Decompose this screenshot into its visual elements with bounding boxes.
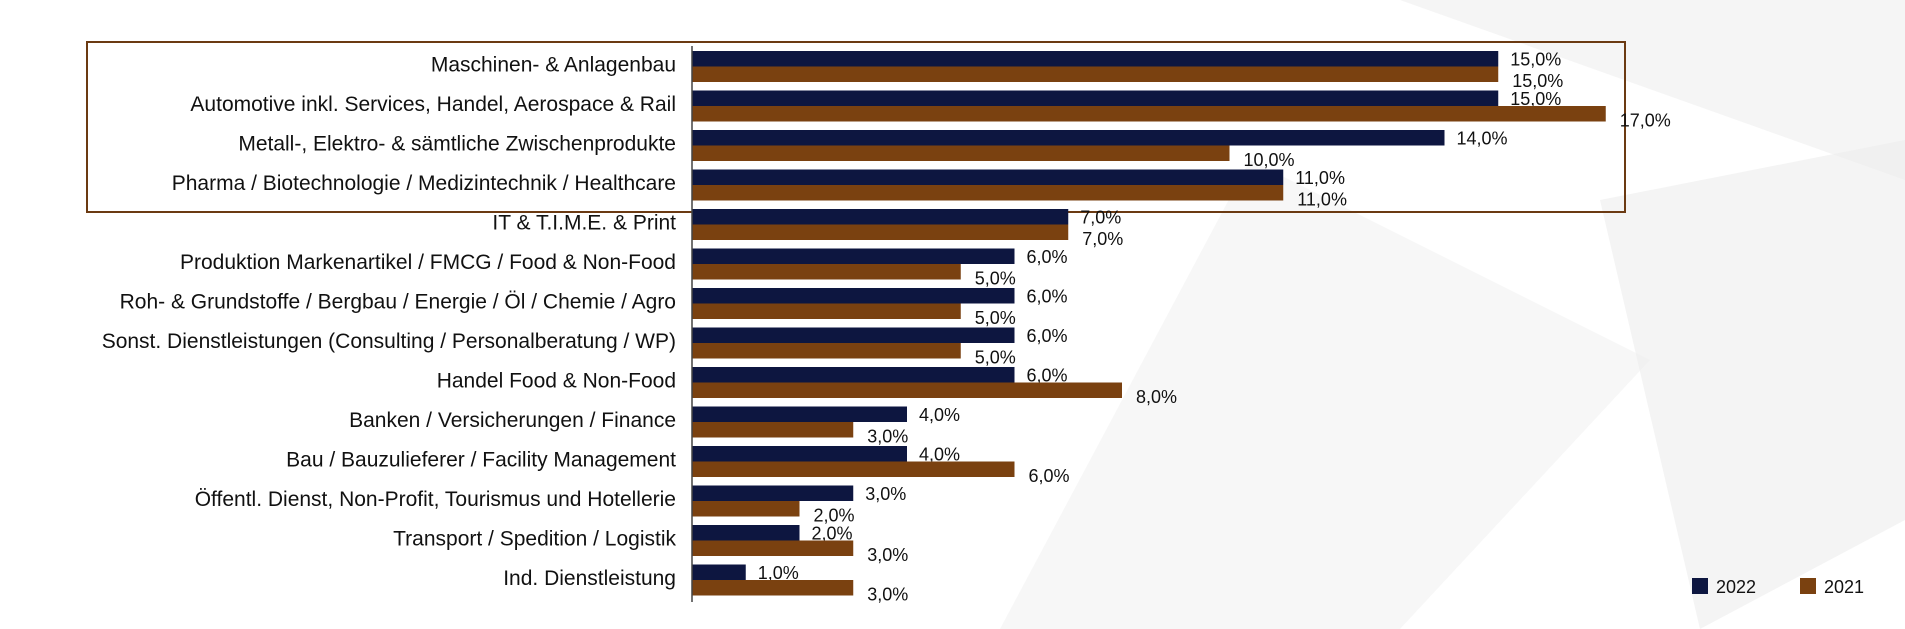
- value-label-2021: 7,0%: [1082, 229, 1123, 249]
- legend-label-2021: 2021: [1824, 577, 1864, 597]
- value-label-2021: 6,0%: [1029, 466, 1070, 486]
- value-label-2022: 1,0%: [758, 563, 799, 583]
- bar-2021: [692, 185, 1284, 201]
- bar-2021: [692, 145, 1230, 161]
- bar-2021: [692, 224, 1069, 240]
- bar-2022: [692, 327, 1015, 343]
- bar-2022: [692, 564, 746, 580]
- category-label: Handel Food & Non-Food: [437, 370, 676, 393]
- category-label: Pharma / Biotechnologie / Medizintechnik…: [172, 172, 676, 195]
- bar-2022: [692, 367, 1015, 383]
- bar-2021: [692, 422, 854, 438]
- category-label: Produktion Markenartikel / FMCG / Food &…: [180, 251, 676, 274]
- category-label: Öffentl. Dienst, Non-Profit, Tourismus u…: [195, 488, 676, 511]
- value-label-2022: 6,0%: [1027, 287, 1068, 307]
- value-label-2021: 2,0%: [814, 506, 855, 526]
- bar-2021: [692, 382, 1122, 398]
- value-label-2022: 11,0%: [1295, 168, 1345, 188]
- category-label: Automotive inkl. Services, Handel, Aeros…: [190, 93, 676, 116]
- value-label-2021: 5,0%: [975, 269, 1016, 289]
- value-label-2022: 4,0%: [919, 405, 960, 425]
- bar-2022: [692, 446, 907, 462]
- value-label-2022: 3,0%: [865, 484, 906, 504]
- bar-2021: [692, 540, 854, 556]
- value-label-2021: 3,0%: [867, 585, 908, 605]
- value-label-2021: 3,0%: [867, 545, 908, 565]
- value-label-2022: 7,0%: [1080, 208, 1121, 228]
- value-label-2022: 6,0%: [1027, 326, 1068, 346]
- legend-swatch-2021: [1800, 578, 1816, 594]
- category-label: Maschinen- & Anlagenbau: [431, 54, 676, 77]
- value-label-2021: 5,0%: [975, 348, 1016, 368]
- bar-2021: [692, 343, 961, 359]
- value-label-2022: 6,0%: [1027, 366, 1068, 386]
- value-label-2021: 11,0%: [1297, 190, 1347, 210]
- legend-swatch-2022: [1692, 578, 1708, 594]
- value-label-2021: 8,0%: [1136, 387, 1177, 407]
- value-label-2021: 15,0%: [1512, 71, 1563, 91]
- category-label: Ind. Dienstleistung: [503, 567, 676, 590]
- legend-label-2022: 2022: [1716, 577, 1756, 597]
- bar-2022: [692, 169, 1284, 185]
- bar-2022: [692, 525, 800, 541]
- bar-2021: [692, 501, 800, 517]
- category-label: Roh- & Grundstoffe / Bergbau / Energie /…: [120, 291, 676, 314]
- bar-2022: [692, 51, 1499, 67]
- bar-2022: [692, 288, 1015, 304]
- value-label-2021: 3,0%: [867, 427, 908, 447]
- bar-2021: [692, 106, 1606, 122]
- category-label: Metall-, Elektro- & sämtliche Zwischenpr…: [238, 133, 676, 156]
- category-label: IT & T.I.M.E. & Print: [492, 212, 676, 235]
- bar-2021: [692, 264, 961, 280]
- value-label-2022: 4,0%: [919, 445, 960, 465]
- bar-2021: [692, 580, 854, 596]
- bar-2021: [692, 66, 1499, 82]
- category-label: Bau / Bauzulieferer / Facility Managemen…: [286, 449, 676, 472]
- bar-2022: [692, 130, 1445, 146]
- value-label-2021: 17,0%: [1620, 111, 1671, 131]
- category-label: Sonst. Dienstleistungen (Consulting / Pe…: [102, 330, 676, 353]
- bar-2021: [692, 303, 961, 319]
- value-label-2022: 15,0%: [1510, 89, 1561, 109]
- bar-2022: [692, 90, 1499, 106]
- category-label: Transport / Spedition / Logistik: [393, 528, 676, 551]
- value-label-2022: 14,0%: [1457, 129, 1508, 149]
- value-label-2022: 6,0%: [1027, 247, 1068, 267]
- value-label-2021: 10,0%: [1244, 150, 1295, 170]
- value-label-2022: 2,0%: [812, 524, 853, 544]
- bar-2022: [692, 485, 854, 501]
- bar-2021: [692, 461, 1015, 477]
- bar-2022: [692, 209, 1069, 225]
- category-label: Banken / Versicherungen / Finance: [349, 409, 676, 432]
- bar-2022: [692, 406, 907, 422]
- bar-2022: [692, 248, 1015, 264]
- value-label-2021: 5,0%: [975, 308, 1016, 328]
- value-label-2022: 15,0%: [1510, 50, 1561, 70]
